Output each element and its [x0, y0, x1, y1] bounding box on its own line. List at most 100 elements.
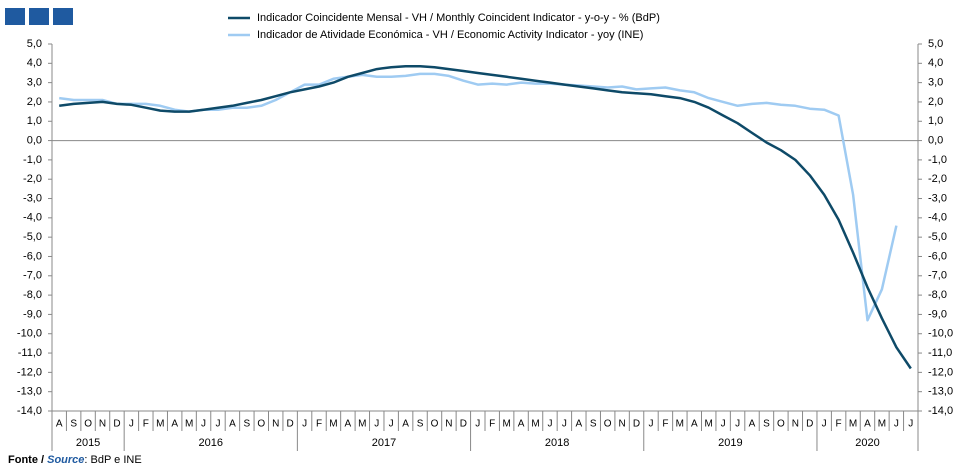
y2-tick-label: -12,0 — [928, 366, 953, 378]
x-tick-label: O — [257, 419, 265, 430]
y2-tick-label: 3,0 — [928, 77, 943, 89]
y-tick-label: -14,0 — [17, 405, 42, 417]
x-tick-label: J — [475, 419, 480, 430]
year-label: 2018 — [545, 437, 569, 449]
source: Fonte / Source: BdP e INE — [8, 454, 142, 466]
x-tick-label: J — [374, 419, 379, 430]
x-tick-label: M — [705, 419, 713, 430]
x-tick-label: O — [777, 419, 785, 430]
x-tick-label: M — [531, 419, 539, 430]
x-tick-label: M — [878, 419, 886, 430]
x-tick-label: M — [329, 419, 337, 430]
y-tick-label: 4,0 — [27, 57, 42, 69]
y2-tick-label: -1,0 — [928, 154, 947, 166]
year-label: 2015 — [76, 437, 100, 449]
x-tick-label: M — [676, 419, 684, 430]
logo-block — [5, 8, 25, 25]
x-tick-label: J — [562, 419, 567, 430]
x-tick-label: F — [836, 419, 842, 430]
y2-tick-label: 4,0 — [928, 57, 943, 69]
x-tick-label: J — [547, 419, 552, 430]
y-tick-label: 3,0 — [27, 77, 42, 89]
y-tick-label: 2,0 — [27, 96, 42, 108]
y-tick-label: 1,0 — [27, 115, 42, 127]
x-tick-label: A — [691, 419, 698, 430]
x-tick-label: A — [345, 419, 352, 430]
y2-tick-label: -5,0 — [928, 231, 947, 243]
x-tick-label: J — [215, 419, 220, 430]
y2-tick-label: -6,0 — [928, 250, 947, 262]
x-tick-label: A — [575, 419, 582, 430]
x-tick-label: M — [156, 419, 164, 430]
y-tick-label: -7,0 — [23, 270, 42, 282]
y2-tick-label: -7,0 — [928, 270, 947, 282]
x-tick-label: D — [113, 419, 120, 430]
x-tick-label: S — [70, 419, 77, 430]
x-tick-label: M — [849, 419, 857, 430]
x-tick-label: F — [143, 419, 149, 430]
year-label: 2019 — [718, 437, 742, 449]
legend-label: Indicador Coincidente Mensal - VH / Mont… — [257, 12, 660, 24]
y-tick-label: -5,0 — [23, 231, 42, 243]
logo-block — [53, 8, 73, 25]
x-tick-label: A — [402, 419, 409, 430]
y-tick-label: -9,0 — [23, 308, 42, 320]
source-text: : BdP e INE — [84, 454, 141, 466]
y2-tick-label: -4,0 — [928, 212, 947, 224]
y-tick-label: -8,0 — [23, 289, 42, 301]
x-tick-label: J — [648, 419, 653, 430]
logo-block — [29, 8, 49, 25]
x-tick-label: A — [229, 419, 236, 430]
y-tick-label: -13,0 — [17, 386, 42, 398]
x-tick-label: J — [201, 419, 206, 430]
x-tick-label: J — [389, 419, 394, 430]
x-tick-label: S — [590, 419, 597, 430]
x-tick-label: N — [272, 419, 279, 430]
source-label: Source — [47, 454, 84, 466]
y-tick-label: -12,0 — [17, 366, 42, 378]
x-tick-label: J — [894, 419, 899, 430]
y2-tick-label: -9,0 — [928, 308, 947, 320]
x-tick-label: S — [244, 419, 251, 430]
y2-tick-label: 2,0 — [928, 96, 943, 108]
x-tick-label: A — [171, 419, 178, 430]
y2-tick-label: -3,0 — [928, 192, 947, 204]
y-tick-label: -2,0 — [23, 173, 42, 185]
year-label: 2016 — [199, 437, 223, 449]
x-tick-label: M — [185, 419, 193, 430]
x-tick-label: A — [864, 419, 871, 430]
x-tick-label: F — [489, 419, 495, 430]
year-label: 2017 — [372, 437, 396, 449]
source-prefix: Fonte / — [8, 454, 44, 466]
y2-tick-label: -8,0 — [928, 289, 947, 301]
y-tick-label: 0,0 — [27, 134, 42, 146]
x-tick-label: J — [129, 419, 134, 430]
y-tick-label: -4,0 — [23, 212, 42, 224]
x-tick-label: D — [460, 419, 467, 430]
x-tick-label: N — [99, 419, 106, 430]
x-tick-label: O — [84, 419, 92, 430]
y-tick-label: -10,0 — [17, 328, 42, 340]
x-tick-label: M — [358, 419, 366, 430]
x-tick-label: A — [56, 419, 63, 430]
series-line — [59, 64, 912, 370]
x-tick-label: D — [287, 419, 294, 430]
x-tick-label: S — [763, 419, 770, 430]
x-tick-label: N — [618, 419, 625, 430]
x-tick-label: J — [735, 419, 740, 430]
y2-tick-label: 0,0 — [928, 134, 943, 146]
y2-tick-label: -11,0 — [928, 347, 952, 359]
y-tick-label: -11,0 — [18, 347, 42, 359]
x-tick-label: S — [417, 419, 424, 430]
y-tick-label: -3,0 — [23, 192, 42, 204]
y2-tick-label: -14,0 — [928, 405, 953, 417]
x-tick-label: D — [806, 419, 813, 430]
y2-tick-label: -2,0 — [928, 173, 947, 185]
y2-tick-label: -10,0 — [928, 328, 953, 340]
x-tick-label: M — [502, 419, 510, 430]
y2-tick-label: 5,0 — [928, 38, 943, 50]
x-tick-label: D — [633, 419, 640, 430]
y-tick-label: -1,0 — [23, 154, 42, 166]
x-tick-label: J — [721, 419, 726, 430]
